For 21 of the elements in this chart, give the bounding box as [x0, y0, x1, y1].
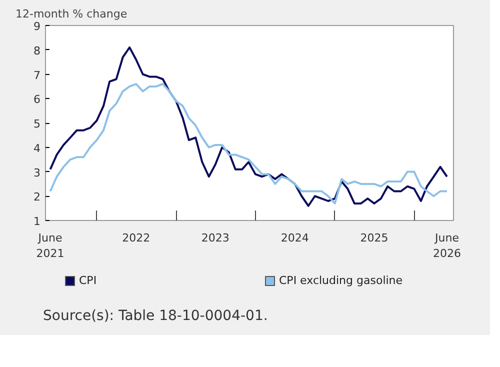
- x-tick-label: 2023: [201, 232, 230, 244]
- y-axis-title: 12-month % change: [16, 8, 128, 20]
- y-tick-label: 3: [34, 166, 40, 180]
- legend-label: CPI excluding gasoline: [279, 274, 403, 288]
- line-series: [49, 83, 448, 204]
- x-tick-label: June 2021: [36, 232, 64, 260]
- y-tick-label: 1: [34, 215, 40, 228]
- x-tick-label: June 2026: [432, 232, 461, 260]
- x-tick-label: 2024: [280, 232, 309, 244]
- line-series: [49, 46, 448, 207]
- source-note: Source(s): Table 18-10-0004-01.: [42, 307, 268, 326]
- y-tick-label: 7: [34, 68, 40, 82]
- y-tick-label: 2: [34, 190, 40, 204]
- y-tick-label: 9: [34, 20, 40, 33]
- y-tick-label: 4: [34, 142, 40, 155]
- legend-label: CPI: [79, 274, 97, 288]
- y-tick-label: 6: [34, 93, 40, 106]
- y-tick-label: 8: [34, 44, 40, 58]
- y-tick-label: 5: [34, 118, 40, 130]
- x-tick-label: 2022: [122, 232, 150, 244]
- x-tick-label: 2025: [360, 232, 388, 244]
